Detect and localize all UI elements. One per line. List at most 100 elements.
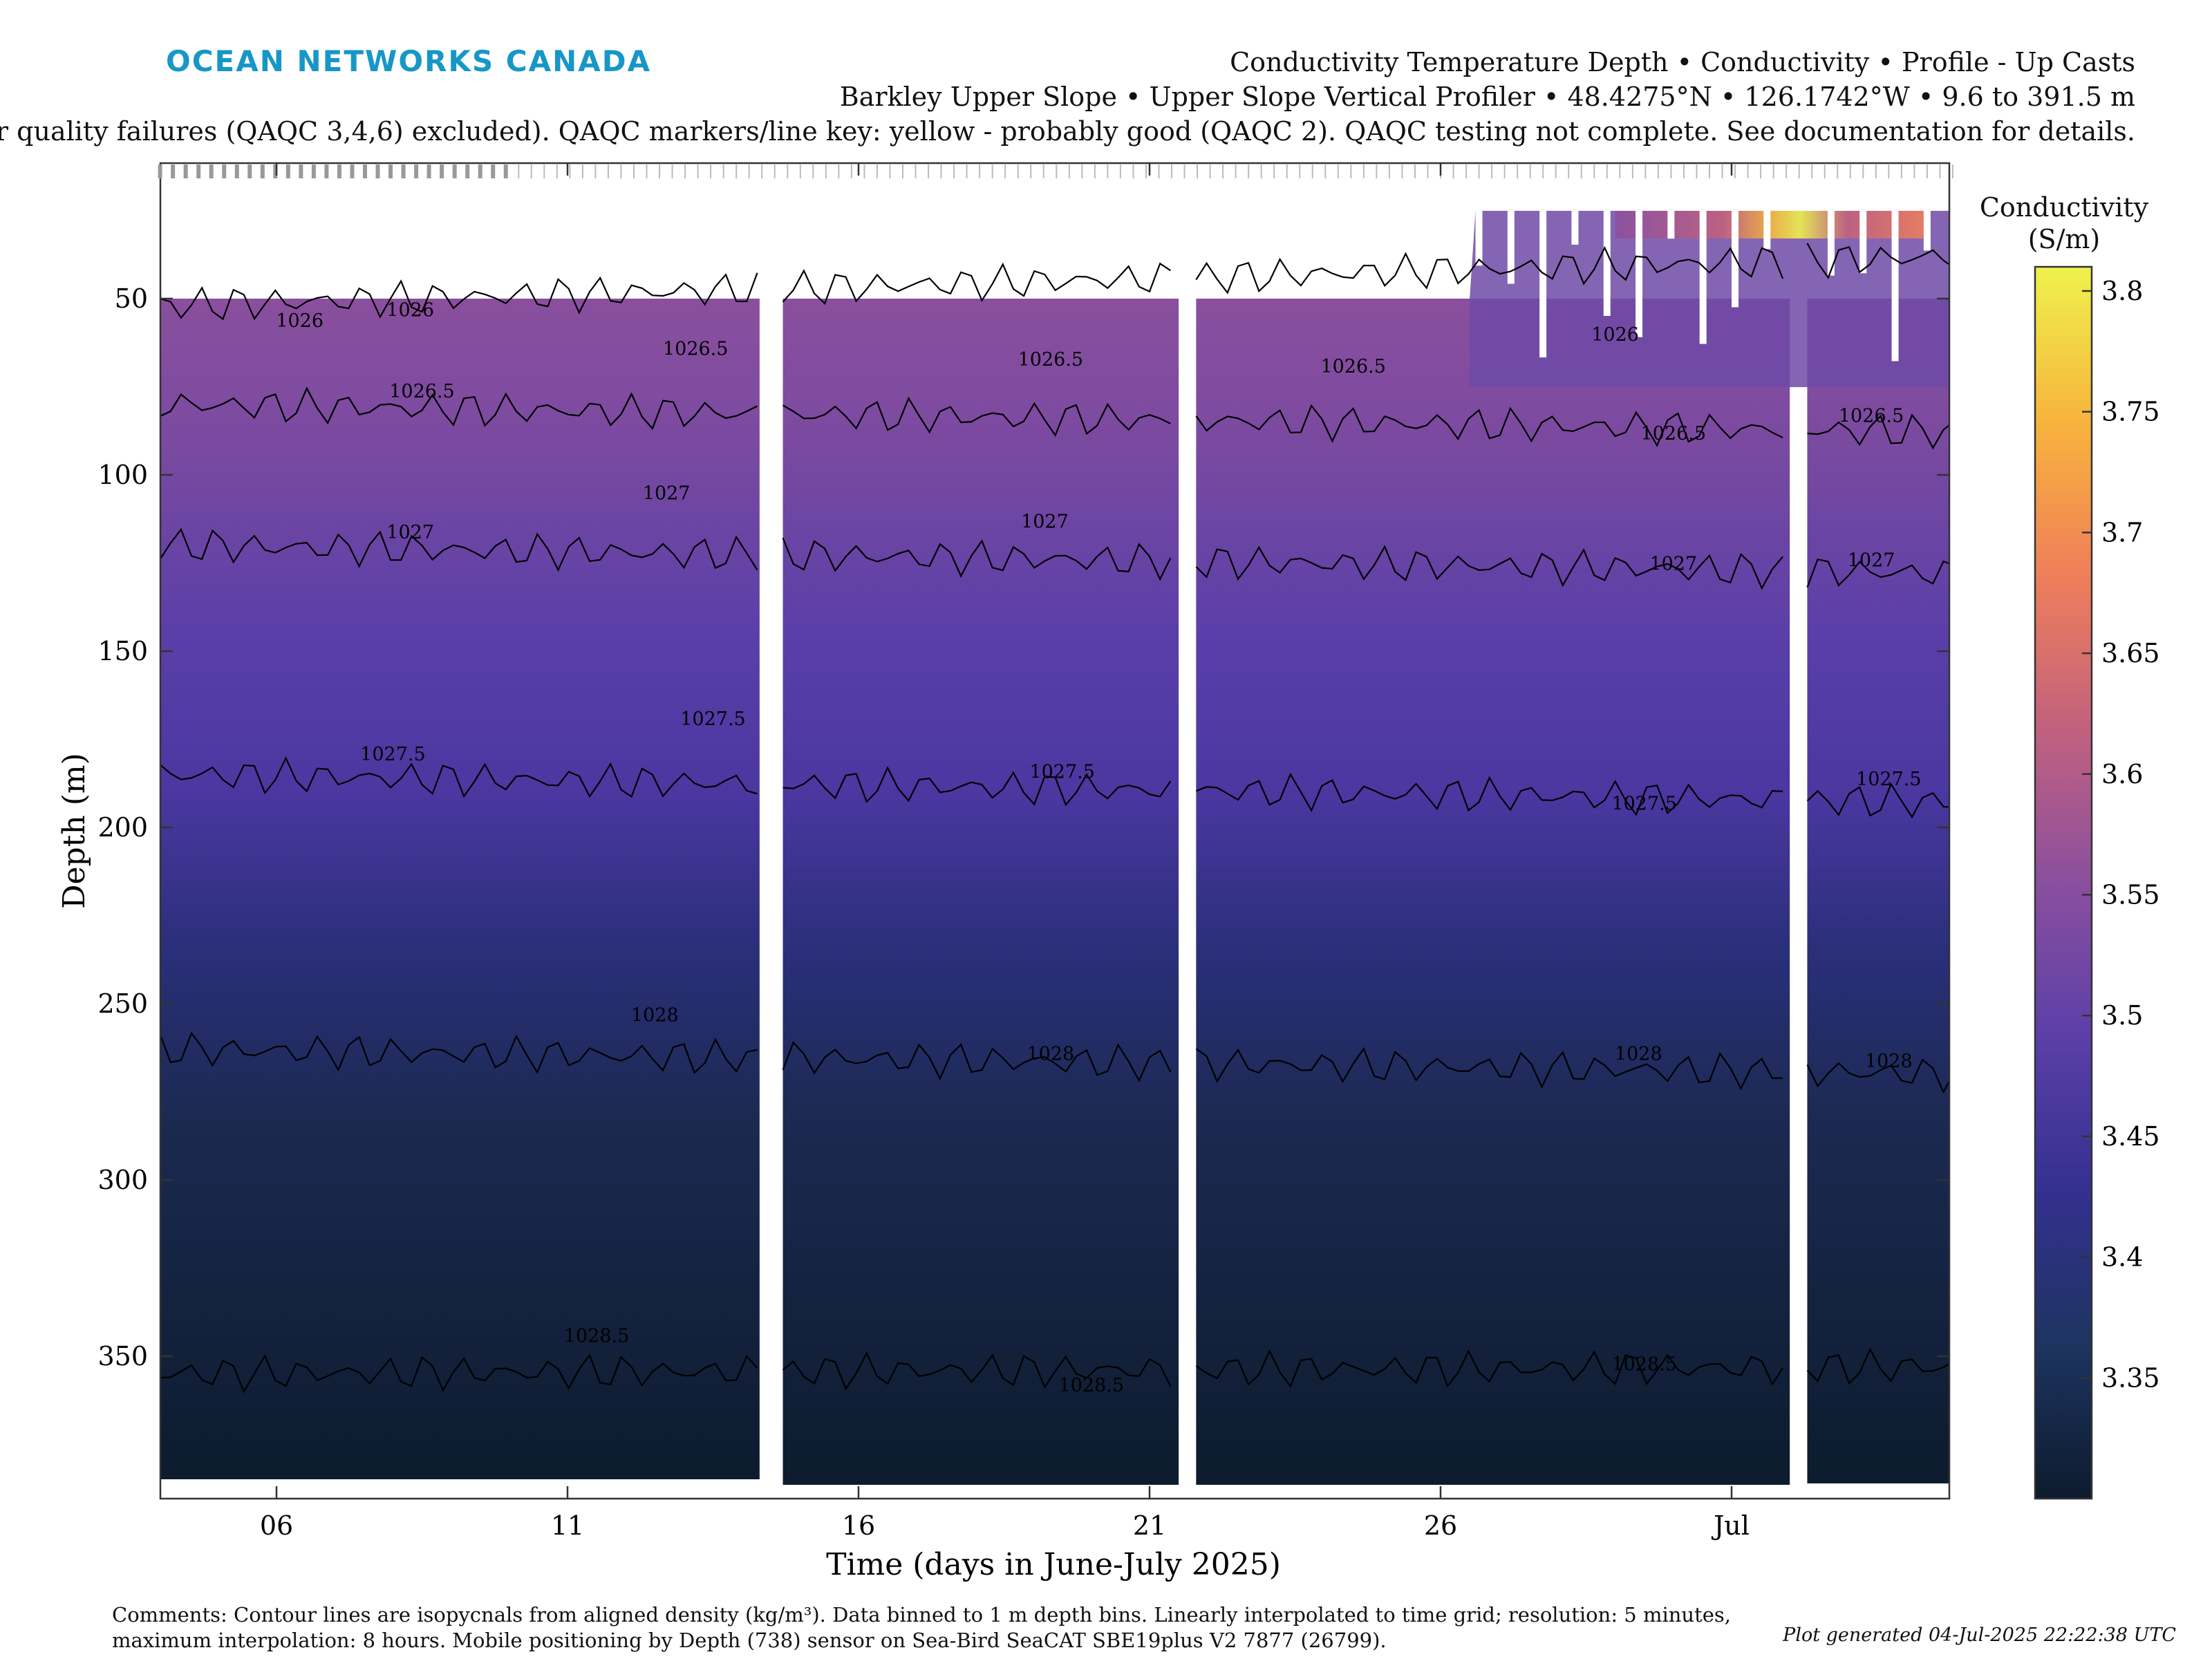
colorbar-tick-label: 3.65: [2101, 638, 2160, 668]
isopycnal-label: 1027.5: [680, 709, 745, 730]
isopycnal-label: 1027: [1021, 512, 1069, 533]
y-tick-label: 150: [97, 636, 148, 666]
isopycnal-1028: [782, 1040, 1172, 1082]
y-tick-label: 50: [115, 283, 148, 314]
isopycnal-1028: [160, 1031, 758, 1074]
x-tick-label: 21: [1133, 1510, 1166, 1541]
isopycnal-label: 1028: [1865, 1051, 1913, 1072]
generated-timestamp: Plot generated 04-Jul-2025 22:22:38 UTC: [1783, 1624, 2176, 1646]
isopycnal-label: 1028.5: [564, 1326, 629, 1347]
heatmap-segment: [1807, 299, 1949, 1483]
isopycnal-1028.5: [160, 1353, 758, 1394]
isopycnal-label: 1027: [1848, 550, 1895, 572]
x-tick-label: 16: [842, 1510, 875, 1541]
isopycnal-1028.5: [1195, 1349, 1784, 1388]
comments-line-1: Comments: Contour lines are isopycnals f…: [112, 1603, 1732, 1627]
colorbar-title: Conductivity: [1979, 192, 2149, 223]
x-tick-label: 26: [1424, 1510, 1457, 1541]
colorbar: [2034, 265, 2093, 1500]
x-tick-label: 06: [260, 1510, 293, 1541]
isopycnal-1028.5: [782, 1351, 1172, 1391]
colorbar-tick-label: 3.5: [2101, 1000, 2143, 1031]
qaqc-note: or quality failures (QAQC 3,4,6) exclude…: [0, 116, 2135, 147]
isopycnal-label: 1028: [1615, 1044, 1662, 1065]
heatmap-segment: [1196, 299, 1790, 1485]
isopycnal-label: 1027.5: [360, 744, 425, 765]
colorbar-units: (S/m): [2027, 224, 2101, 254]
isopycnal-label: 1027: [1649, 554, 1697, 575]
isopycnal-1026: [1806, 243, 1949, 280]
missing-cast: [1539, 211, 1547, 358]
y-axis-label: Depth (m): [57, 753, 92, 909]
x-axis-label: Time (days in June-July 2025): [826, 1547, 1281, 1582]
isopycnal-label: 1026.5: [1839, 406, 1904, 427]
y-tick-label: 250: [97, 988, 148, 1019]
missing-cast: [1763, 211, 1771, 250]
isopycnal-label: 1026.5: [1641, 423, 1706, 444]
isopycnal-contours: 1026 1026 1026 1026.5 1026.5 1026.5 1026.5 1026…: [160, 243, 1949, 1396]
x-tick-label: 11: [551, 1510, 584, 1541]
isopycnal-label: 1027.5: [1029, 762, 1094, 783]
isopycnal-label: 1026.5: [1320, 356, 1385, 377]
isopycnal-1027: [160, 527, 758, 572]
missing-cast: [1827, 211, 1835, 276]
isopycnal-label: 1028: [631, 1005, 679, 1027]
isopycnal-label: 1026: [1591, 324, 1639, 346]
colorbar-tick-label: 3.7: [2101, 517, 2143, 547]
missing-cast: [1635, 211, 1643, 337]
y-tick-label: 200: [97, 812, 148, 843]
isopycnal-1026.5: [160, 386, 758, 431]
plot-comments: Comments: Contour lines are isopycnals f…: [112, 1602, 1799, 1653]
colorbar-tick-label: 3.45: [2101, 1121, 2160, 1152]
colorbar-tick-label: 3.35: [2101, 1362, 2160, 1393]
comments-line-2: maximum interpolation: 8 hours. Mobile p…: [112, 1629, 1387, 1652]
isopycnal-1026.5: [1195, 404, 1783, 447]
isopycnal-1027: [1806, 558, 1949, 588]
qaqc-markers: [158, 165, 1953, 178]
missing-cast: [1667, 211, 1675, 239]
isopycnal-1028.5: [1806, 1347, 1949, 1385]
isopycnal-label: 1028.5: [1059, 1375, 1124, 1396]
missing-cast: [1956, 211, 1962, 305]
ocean-networks-canada-logo: OCEAN NETWORKS CANADA: [166, 44, 652, 78]
isopycnal-1026: [1195, 245, 1784, 294]
isopycnal-1027.5: [160, 756, 758, 798]
x-tick-label: Jul: [1711, 1510, 1750, 1541]
plot-subtitle: Barkley Upper Slope • Upper Slope Vertic…: [839, 82, 2135, 112]
isopycnal-1027: [782, 537, 1172, 581]
isopycnal-label: 1027: [386, 522, 434, 543]
isopycnal-1027.5: [1195, 772, 1783, 816]
missing-cast: [1603, 211, 1611, 316]
colorbar-ticks: 3.35 3.4 3.45 3.5 3.55 3.6 3.65 3.7 3.75 3.8: [2082, 276, 2160, 1393]
plot-title: Conductivity Temperature Depth • Conduct…: [1230, 47, 2135, 77]
isopycnal-label: 1027.5: [1856, 769, 1921, 790]
missing-cast: [1699, 211, 1707, 344]
isopycnal-1026.5: [1807, 413, 1949, 450]
missing-cast: [1923, 211, 1931, 251]
isopycnal-1026: [782, 262, 1171, 306]
isopycnal-1027.5: [782, 766, 1172, 807]
isopycnal-label: 1027: [643, 483, 691, 505]
missing-cast: [1571, 211, 1579, 245]
colorbar-tick-label: 3.4: [2101, 1242, 2143, 1273]
colorbar-tick-label: 3.55: [2101, 879, 2160, 910]
colorbar-tick-label: 3.6: [2101, 759, 2143, 789]
isopycnal-label: 1026.5: [1018, 349, 1083, 371]
heatmap-area: [160, 211, 1962, 1485]
isopycnal-label: 1028.5: [1611, 1353, 1676, 1375]
isopycnal-label: 1028: [1027, 1044, 1075, 1065]
isopycnal-label: 1026.5: [663, 339, 728, 360]
isopycnal-1028: [1806, 1058, 1949, 1094]
isopycnal-label: 1026: [386, 300, 434, 321]
colorbar-tick-label: 3.75: [2101, 397, 2160, 427]
isopycnal-label: 1026: [276, 310, 324, 332]
missing-cast: [1859, 211, 1867, 274]
missing-cast: [1891, 211, 1899, 362]
missing-cast: [1507, 211, 1515, 284]
colorbar-tick-label: 3.8: [2101, 276, 2143, 306]
y-tick-label: 350: [97, 1341, 148, 1371]
missing-cast: [1475, 211, 1483, 266]
plot-frame: [159, 162, 1951, 1500]
isopycnal-1026.5: [782, 396, 1171, 438]
